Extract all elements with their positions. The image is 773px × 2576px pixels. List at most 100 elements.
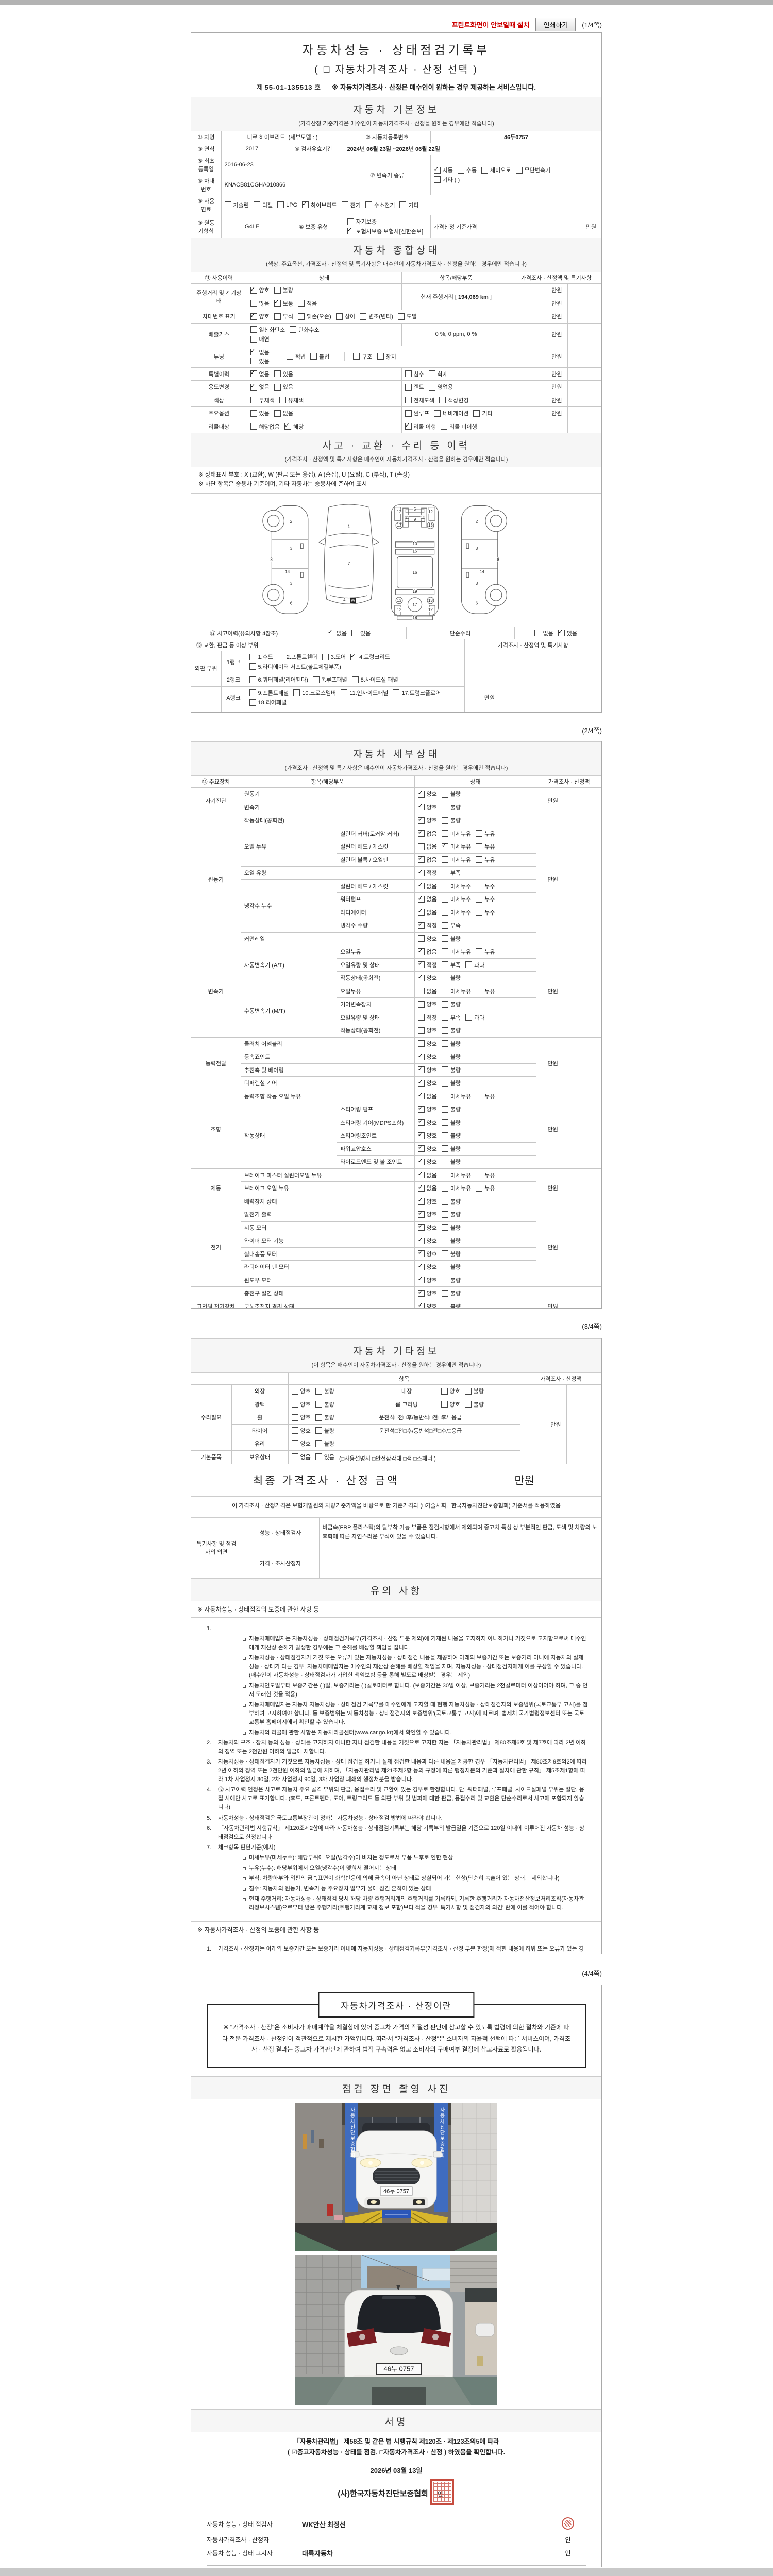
checkbox[interactable]: 변조(변타): [360, 312, 393, 320]
checkbox[interactable]: 불량: [441, 1236, 461, 1245]
checkbox[interactable]: 양호: [291, 1400, 311, 1409]
checkbox[interactable]: 상이: [335, 312, 355, 320]
checkbox[interactable]: 누유: [476, 947, 495, 956]
checkbox[interactable]: 있음: [250, 357, 270, 365]
checkbox[interactable]: 양호: [417, 816, 437, 824]
checkbox[interactable]: 있음: [351, 629, 371, 637]
checkbox[interactable]: 12.사이드멤버: [249, 711, 292, 712]
checkbox[interactable]: 전기: [341, 201, 361, 209]
checkbox[interactable]: 탄화수소: [290, 326, 320, 334]
checkbox[interactable]: 누유: [476, 842, 495, 851]
checkbox[interactable]: 양호: [291, 1387, 311, 1395]
checkbox[interactable]: 양호: [417, 935, 437, 943]
checkbox[interactable]: 미세누유: [441, 842, 471, 851]
checkbox[interactable]: 불량: [464, 1387, 484, 1395]
checkbox[interactable]: 기타 ( ): [433, 176, 460, 184]
checkbox[interactable]: 디젤: [253, 201, 273, 209]
checkbox[interactable]: 양호: [441, 1387, 460, 1395]
checkbox[interactable]: 부족: [441, 869, 461, 877]
checkbox[interactable]: 가솔린: [224, 201, 249, 209]
checkbox[interactable]: 양호: [417, 1157, 437, 1166]
checkbox[interactable]: 보험사보증 보험사[신한손보]: [347, 226, 423, 235]
checkbox[interactable]: 없음: [417, 907, 437, 917]
checkbox[interactable]: 불량: [441, 1131, 461, 1140]
checkbox[interactable]: 수소전기: [365, 201, 395, 209]
checkbox[interactable]: 양호: [417, 1065, 437, 1074]
checkbox[interactable]: 미세누유: [441, 1171, 471, 1179]
checkbox[interactable]: 양호: [417, 1249, 437, 1258]
checkbox[interactable]: 불량: [441, 790, 461, 798]
checkbox[interactable]: 불량: [441, 1224, 461, 1232]
checkbox[interactable]: 도말: [397, 312, 417, 320]
checkbox[interactable]: LPG: [277, 201, 297, 209]
checkbox[interactable]: 불량: [441, 1197, 461, 1206]
install-print-link[interactable]: 프린트화면이 안보일때 설치: [451, 21, 530, 29]
checkbox[interactable]: 2.프론트휀더: [277, 653, 317, 661]
checkbox[interactable]: 불량: [441, 1250, 461, 1258]
checkbox[interactable]: 17.트렁크플로어: [393, 689, 441, 697]
checkbox[interactable]: 적정: [417, 1013, 437, 1022]
checkbox[interactable]: 양호: [417, 1052, 437, 1061]
checkbox[interactable]: 있음: [274, 370, 293, 378]
checkbox[interactable]: 불량: [441, 1210, 461, 1218]
checkbox[interactable]: 양호: [417, 1275, 437, 1284]
checkbox[interactable]: 있음: [315, 1453, 334, 1461]
checkbox[interactable]: 없음: [417, 1183, 437, 1192]
checkbox[interactable]: 양호: [417, 1196, 437, 1206]
checkbox[interactable]: 있음: [558, 628, 577, 637]
checkbox[interactable]: 불량: [441, 935, 461, 943]
checkbox[interactable]: 불량: [441, 816, 461, 824]
checkbox[interactable]: B,: [401, 712, 415, 713]
checkbox[interactable]: 불량: [441, 1066, 461, 1074]
checkbox[interactable]: 누유: [476, 829, 495, 838]
checkbox[interactable]: 불법: [310, 352, 329, 361]
checkbox[interactable]: 누유: [476, 987, 495, 995]
checkbox[interactable]: 양호: [417, 1223, 437, 1232]
checkbox[interactable]: 불량: [315, 1400, 334, 1409]
checkbox[interactable]: C ): [420, 712, 436, 713]
checkbox[interactable]: 없음: [417, 881, 437, 890]
checkbox[interactable]: 양호: [417, 1236, 437, 1245]
checkbox[interactable]: 누유: [476, 1184, 495, 1192]
checkbox[interactable]: 없음: [417, 828, 437, 838]
checkbox[interactable]: 불량: [315, 1387, 334, 1395]
checkbox[interactable]: 적정: [417, 868, 437, 877]
checkbox[interactable]: 없음: [417, 842, 437, 851]
checkbox[interactable]: 양호: [417, 1040, 437, 1048]
checkbox[interactable]: 불량: [441, 1263, 461, 1271]
checkbox[interactable]: 누유: [476, 856, 495, 864]
checkbox[interactable]: 리콜 이행: [405, 421, 436, 431]
checkbox[interactable]: 4.트렁크리드: [350, 652, 390, 661]
checkbox[interactable]: 없음: [417, 947, 437, 956]
checkbox[interactable]: 불량: [441, 1276, 461, 1284]
checkbox[interactable]: 불량: [441, 1040, 461, 1048]
checkbox[interactable]: 불량: [441, 1302, 461, 1308]
checkbox[interactable]: 썬루프: [405, 409, 429, 417]
checkbox[interactable]: 없음: [417, 1091, 437, 1100]
checkbox[interactable]: 기타: [473, 409, 493, 417]
checkbox[interactable]: 10.크로스멤버: [293, 689, 336, 697]
checkbox[interactable]: 미세누수: [441, 895, 471, 903]
checkbox[interactable]: 양호: [417, 1289, 437, 1297]
checkbox[interactable]: 불량: [441, 1079, 461, 1087]
checkbox[interactable]: 침수: [405, 370, 424, 378]
checkbox[interactable]: 구조: [353, 352, 373, 361]
checkbox[interactable]: 누수: [476, 908, 495, 917]
checkbox[interactable]: A,: [383, 712, 397, 713]
checkbox[interactable]: 양호: [417, 1131, 437, 1140]
checkbox[interactable]: 양호: [417, 1078, 437, 1087]
checkbox[interactable]: 자기보증: [347, 217, 377, 226]
checkbox[interactable]: 누수: [476, 895, 495, 903]
checkbox[interactable]: 부족: [441, 961, 461, 969]
checkbox[interactable]: 불량: [315, 1413, 334, 1421]
checkbox[interactable]: 미세누유: [441, 856, 471, 864]
checkbox[interactable]: 하이브리드: [302, 200, 337, 209]
checkbox[interactable]: 미세누유: [441, 829, 471, 838]
checkbox[interactable]: 없음: [417, 894, 437, 903]
checkbox[interactable]: 보통: [274, 298, 293, 308]
checkbox[interactable]: 불량: [315, 1439, 334, 1448]
checkbox[interactable]: 양호: [291, 1413, 311, 1421]
checkbox[interactable]: 5.라디에이터 서포트(볼트체결부품): [249, 663, 341, 671]
checkbox[interactable]: 없음: [250, 382, 270, 391]
checkbox[interactable]: 양호: [417, 789, 437, 798]
